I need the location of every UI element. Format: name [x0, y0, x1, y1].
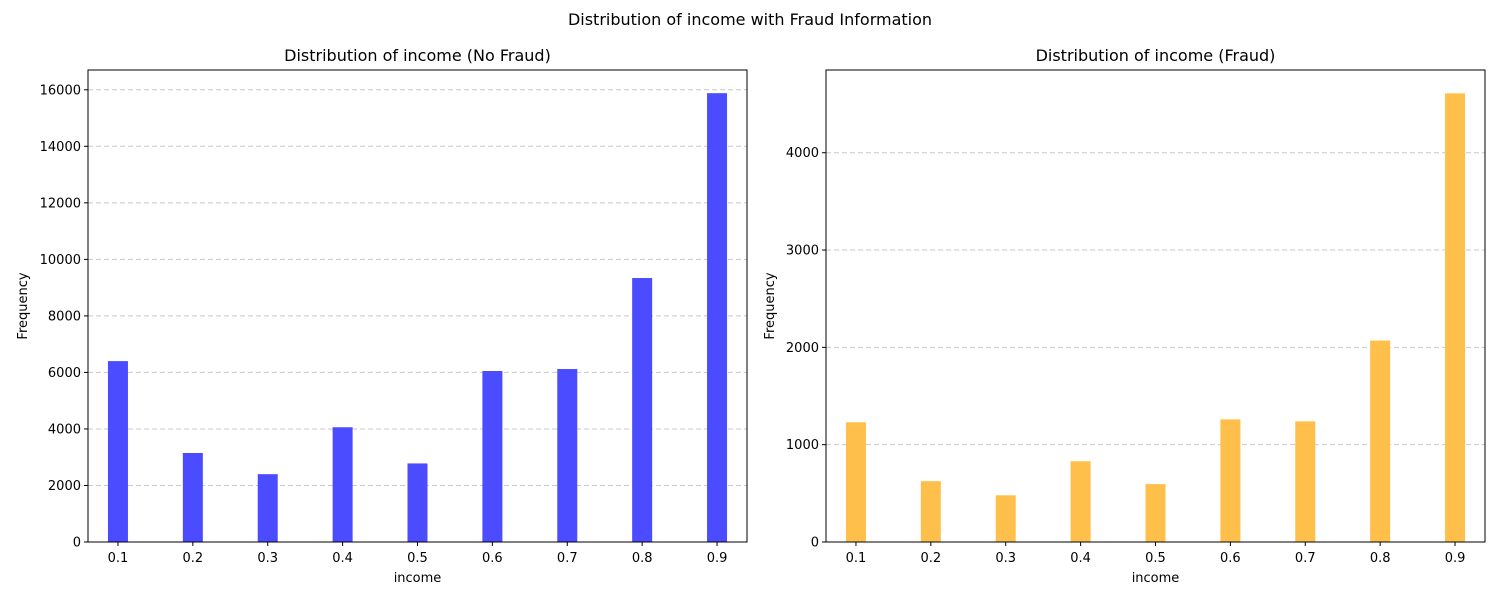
x-tick-label: 0.8 [1370, 551, 1391, 566]
bar [1145, 484, 1166, 542]
x-tick-label: 0.4 [332, 551, 353, 566]
y-tick-label: 1000 [786, 438, 819, 453]
y-tick-label: 0 [811, 536, 819, 551]
bar [1220, 419, 1241, 542]
x-tick-label: 0.3 [257, 551, 278, 566]
subplot-1: 0 2000 4000 6000 8000 10000 12000 14000 16000 0.1… [16, 46, 748, 586]
y-tick-label: 2000 [786, 341, 819, 356]
x-axis-label: income [1132, 571, 1180, 586]
x-tick-label: 0.7 [557, 551, 578, 566]
bar [257, 474, 278, 542]
bar [407, 463, 428, 542]
x-tick-label: 0.8 [632, 551, 653, 566]
x-tick-label: 0.9 [1445, 551, 1466, 566]
x-tick-label: 0.2 [920, 551, 941, 566]
x-axis-label: income [394, 571, 442, 586]
y-axis-label: Frequency [763, 272, 778, 339]
bar [632, 278, 653, 542]
subplot-2: 0 1000 2000 3000 4000 0.1 0.2 0.3 0.4 0.5 0.6 0.7 0.… [763, 46, 1486, 586]
y-tick-label: 2000 [48, 479, 81, 494]
y-tick-label: 6000 [48, 366, 81, 381]
bar [1295, 421, 1316, 542]
bar [1070, 461, 1091, 542]
y-tick-label: 10000 [40, 253, 81, 268]
y-tick-label: 16000 [40, 83, 81, 98]
y-tick-label: 3000 [786, 244, 819, 259]
x-tick-label: 0.7 [1295, 551, 1316, 566]
x-tick-label: 0.1 [846, 551, 867, 566]
figure-title: Distribution of income with Fraud Inform… [567, 10, 933, 29]
x-tick-label: 0.5 [1145, 551, 1166, 566]
y-tick-label: 14000 [40, 140, 81, 155]
bar [707, 93, 728, 542]
y-tick-label: 0 [73, 536, 81, 551]
x-tick-label: 0.3 [995, 551, 1016, 566]
bar [482, 371, 503, 542]
bar [182, 452, 203, 542]
x-tick-label: 0.1 [108, 551, 129, 566]
bar [995, 495, 1016, 542]
bar [920, 481, 941, 542]
x-tick-label: 0.9 [707, 551, 728, 566]
bar [845, 422, 866, 542]
bar [1445, 93, 1466, 543]
bar [1370, 340, 1391, 542]
x-tick-label: 0.6 [482, 551, 503, 566]
y-tick-label: 4000 [786, 146, 819, 161]
x-tick-label: 0.4 [1070, 551, 1091, 566]
x-tick-label: 0.6 [1220, 551, 1241, 566]
subplot-title: Distribution of income (No Fraud) [284, 46, 551, 65]
bar [107, 361, 128, 542]
y-tick-label: 12000 [40, 196, 81, 211]
bar [332, 427, 353, 542]
x-tick-label: 0.2 [182, 551, 203, 566]
subplot-title: Distribution of income (Fraud) [1036, 46, 1276, 65]
y-tick-label: 4000 [48, 422, 81, 437]
x-tick-label: 0.5 [407, 551, 428, 566]
y-tick-label: 8000 [48, 309, 81, 324]
bar [557, 369, 578, 542]
y-axis-label: Frequency [16, 272, 31, 339]
